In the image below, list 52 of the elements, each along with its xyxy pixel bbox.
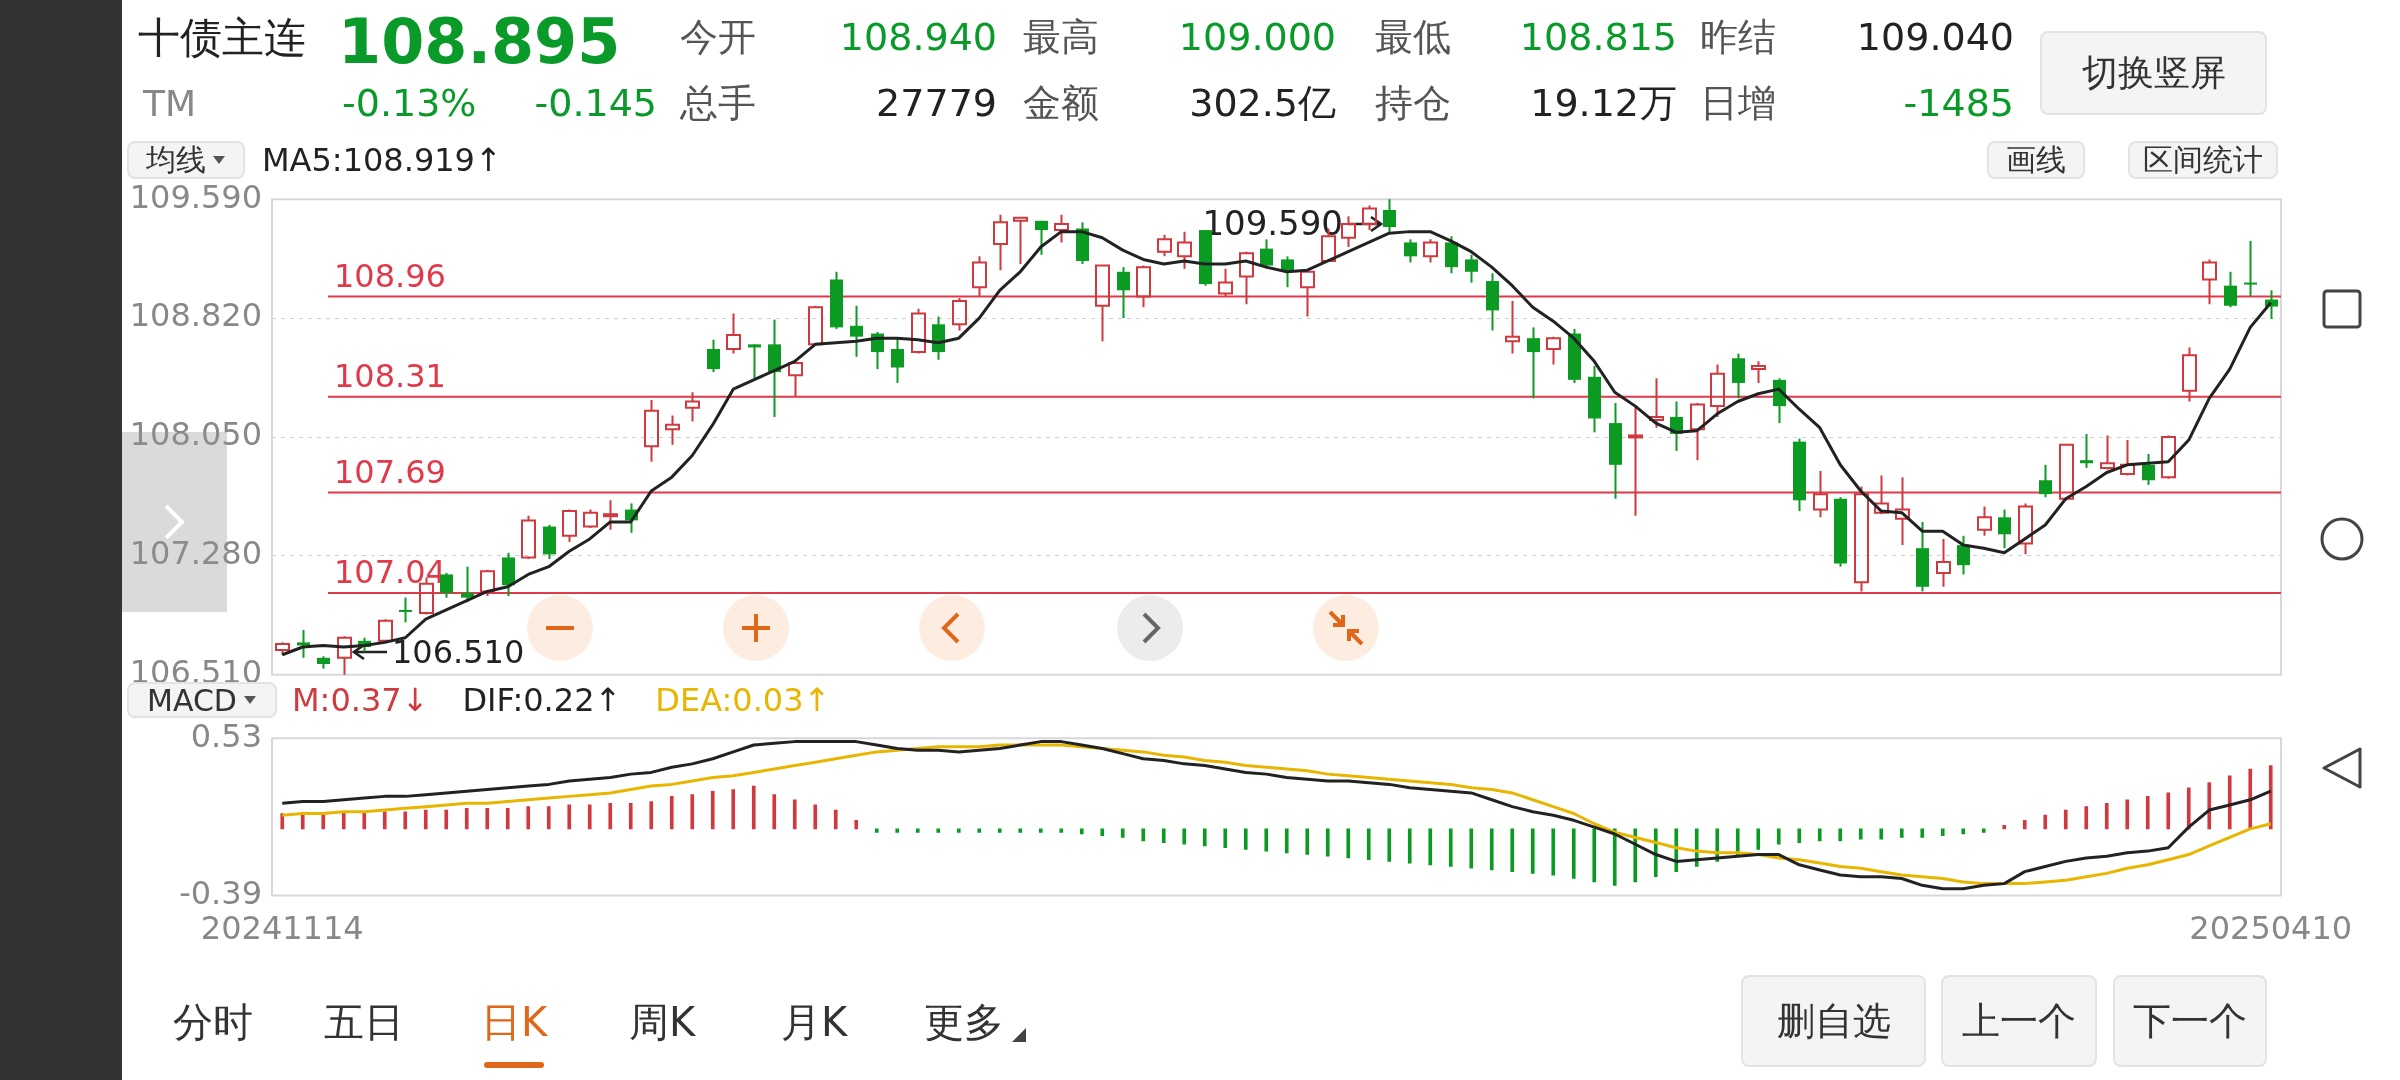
button: 区间统计: [2128, 141, 2278, 179]
text: 分时: [173, 999, 253, 1045]
text: 周K: [628, 999, 696, 1045]
button: 切换竖屏: [2040, 31, 2267, 115]
button: 下一个: [2113, 975, 2267, 1067]
y-tick-label: 0.53: [190, 716, 262, 755]
text: MA5:108.919↑: [262, 141, 502, 179]
text: -1485: [1903, 81, 2014, 126]
text: 302.5亿: [1189, 81, 1336, 126]
series-label: DIF:0.22↑: [462, 681, 622, 719]
text: 最低: [1375, 15, 1451, 60]
text: -0.13%: [342, 81, 477, 126]
x-tick-label: 20250410: [2189, 909, 2353, 948]
ref-line-label: 107.69: [334, 452, 446, 491]
text: -0.145: [534, 81, 657, 126]
text: 19.12万: [1530, 81, 1677, 126]
ref-line-label: 108.31: [334, 357, 446, 396]
button: 删自选: [1741, 975, 1926, 1067]
y-tick-label: 108.050: [129, 415, 262, 454]
text: 更多: [924, 999, 1004, 1045]
text: 109.000: [1178, 15, 1336, 60]
button: 均线: [127, 141, 245, 179]
text: 27779: [876, 81, 997, 126]
y-tick-label: 107.280: [129, 534, 262, 573]
text: TM: [143, 83, 197, 125]
text: 109.040: [1856, 15, 2014, 60]
ref-line-label: 108.96: [334, 256, 446, 295]
chart-title: 十债主连: [138, 12, 306, 63]
text: 108.815: [1519, 15, 1677, 60]
text: M:0.37↓: [292, 681, 429, 719]
text: 五日: [324, 999, 404, 1045]
y-tick-label: 108.820: [129, 296, 262, 335]
button: 上一个: [1941, 975, 2097, 1067]
text: 108.940: [839, 15, 997, 60]
annotation: 109.590: [1202, 203, 1343, 244]
text: 持仓: [1375, 81, 1451, 126]
ref-line-label: 107.04: [334, 553, 446, 592]
text: 108.895: [338, 5, 621, 79]
text: 今开: [680, 15, 756, 60]
text: 日增: [1700, 81, 1776, 126]
y-tick-label: 109.590: [129, 177, 262, 216]
y-tick-label: -0.39: [179, 873, 262, 912]
button: 画线: [1987, 141, 2085, 179]
text: 总手: [680, 81, 756, 126]
text: 月K: [780, 999, 848, 1045]
text: 日K: [480, 999, 548, 1045]
series-label: DEA:0.03↑: [655, 681, 831, 719]
text: 昨结: [1700, 15, 1776, 60]
text: 金额: [1023, 81, 1099, 126]
x-tick-label: 20241114: [200, 909, 364, 948]
annotation: 106.510: [392, 632, 525, 671]
text: 最高: [1023, 15, 1099, 60]
